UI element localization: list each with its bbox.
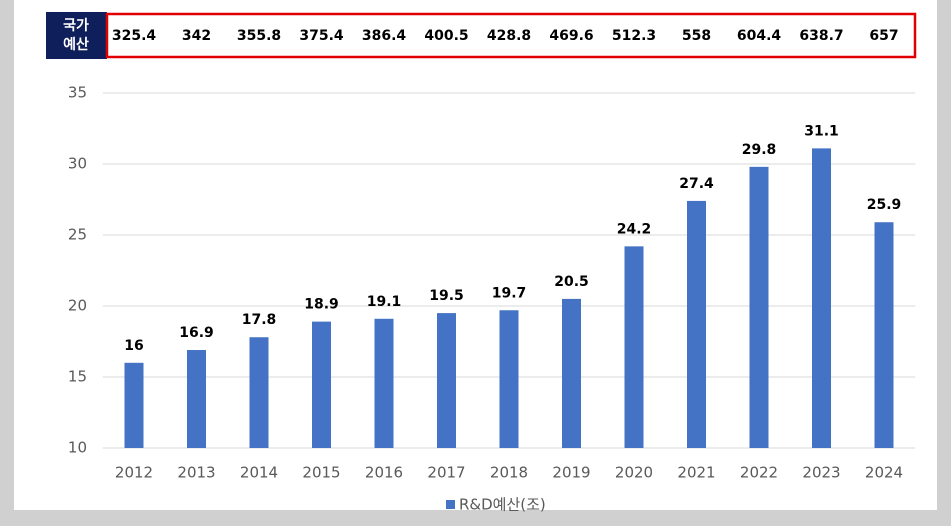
bar — [874, 222, 894, 448]
x-tick-label: 2022 — [740, 464, 778, 482]
bar — [437, 313, 456, 448]
data-label: 16.9 — [179, 325, 214, 341]
x-tick-label: 2020 — [615, 464, 653, 482]
data-label: 18.9 — [304, 297, 339, 313]
x-tick-label: 2023 — [802, 464, 840, 482]
budget-value: 512.3 — [612, 28, 656, 44]
bar — [374, 318, 394, 448]
bar — [124, 362, 144, 448]
row-header-box — [46, 12, 107, 59]
data-label: 29.8 — [742, 142, 777, 158]
y-tick-label: 10 — [68, 439, 87, 457]
bar — [812, 148, 831, 448]
budget-value: 558 — [682, 28, 711, 44]
budget-value: 325.4 — [112, 28, 157, 44]
budget-value: 355.8 — [237, 28, 281, 44]
data-label: 24.2 — [617, 221, 652, 237]
budget-value: 400.5 — [424, 28, 468, 44]
budget-value: 469.6 — [549, 28, 593, 44]
bar — [499, 310, 519, 448]
bar — [312, 321, 331, 448]
x-tick-label: 2016 — [365, 464, 403, 482]
bar — [249, 337, 269, 448]
budget-value: 375.4 — [299, 28, 344, 44]
x-tick-label: 2024 — [865, 464, 903, 482]
budget-box — [105, 12, 917, 59]
x-tick-label: 2017 — [427, 464, 465, 482]
data-label: 17.8 — [242, 312, 277, 328]
bar — [562, 298, 581, 448]
data-label: 20.5 — [554, 274, 589, 290]
y-tick-label: 20 — [68, 297, 87, 315]
bar — [187, 350, 206, 448]
legend-swatch — [446, 500, 455, 509]
data-label: 16 — [124, 338, 143, 354]
data-label: 31.1 — [804, 123, 839, 139]
x-tick-label: 2021 — [677, 464, 715, 482]
bar — [624, 246, 644, 448]
canvas — [14, 0, 937, 510]
row-header: 예산 — [63, 36, 89, 53]
x-tick-label: 2018 — [490, 464, 528, 482]
x-tick-label: 2015 — [302, 464, 340, 482]
bar — [687, 200, 706, 448]
data-label: 19.7 — [492, 285, 527, 301]
x-tick-label: 2012 — [115, 464, 153, 482]
y-tick-label: 15 — [68, 368, 87, 386]
legend-label: R&D예산(조) — [459, 496, 546, 514]
budget-value: 386.4 — [362, 28, 407, 44]
bar — [749, 166, 769, 448]
x-tick-label: 2019 — [552, 464, 590, 482]
budget-value: 604.4 — [737, 28, 782, 44]
row-header: 국가 — [63, 18, 89, 34]
data-label: 25.9 — [867, 197, 902, 213]
budget-value: 657 — [869, 28, 898, 44]
x-tick-label: 2013 — [177, 464, 215, 482]
data-label: 19.5 — [429, 288, 464, 304]
y-tick-label: 30 — [68, 155, 87, 173]
y-tick-label: 25 — [68, 226, 87, 244]
data-label: 19.1 — [367, 294, 402, 310]
budget-value: 638.7 — [799, 28, 843, 44]
budget-value: 342 — [182, 28, 211, 44]
y-tick-label: 35 — [68, 84, 87, 102]
x-tick-label: 2014 — [240, 464, 278, 482]
data-label: 27.4 — [679, 176, 714, 192]
budget-value: 428.8 — [487, 28, 531, 44]
